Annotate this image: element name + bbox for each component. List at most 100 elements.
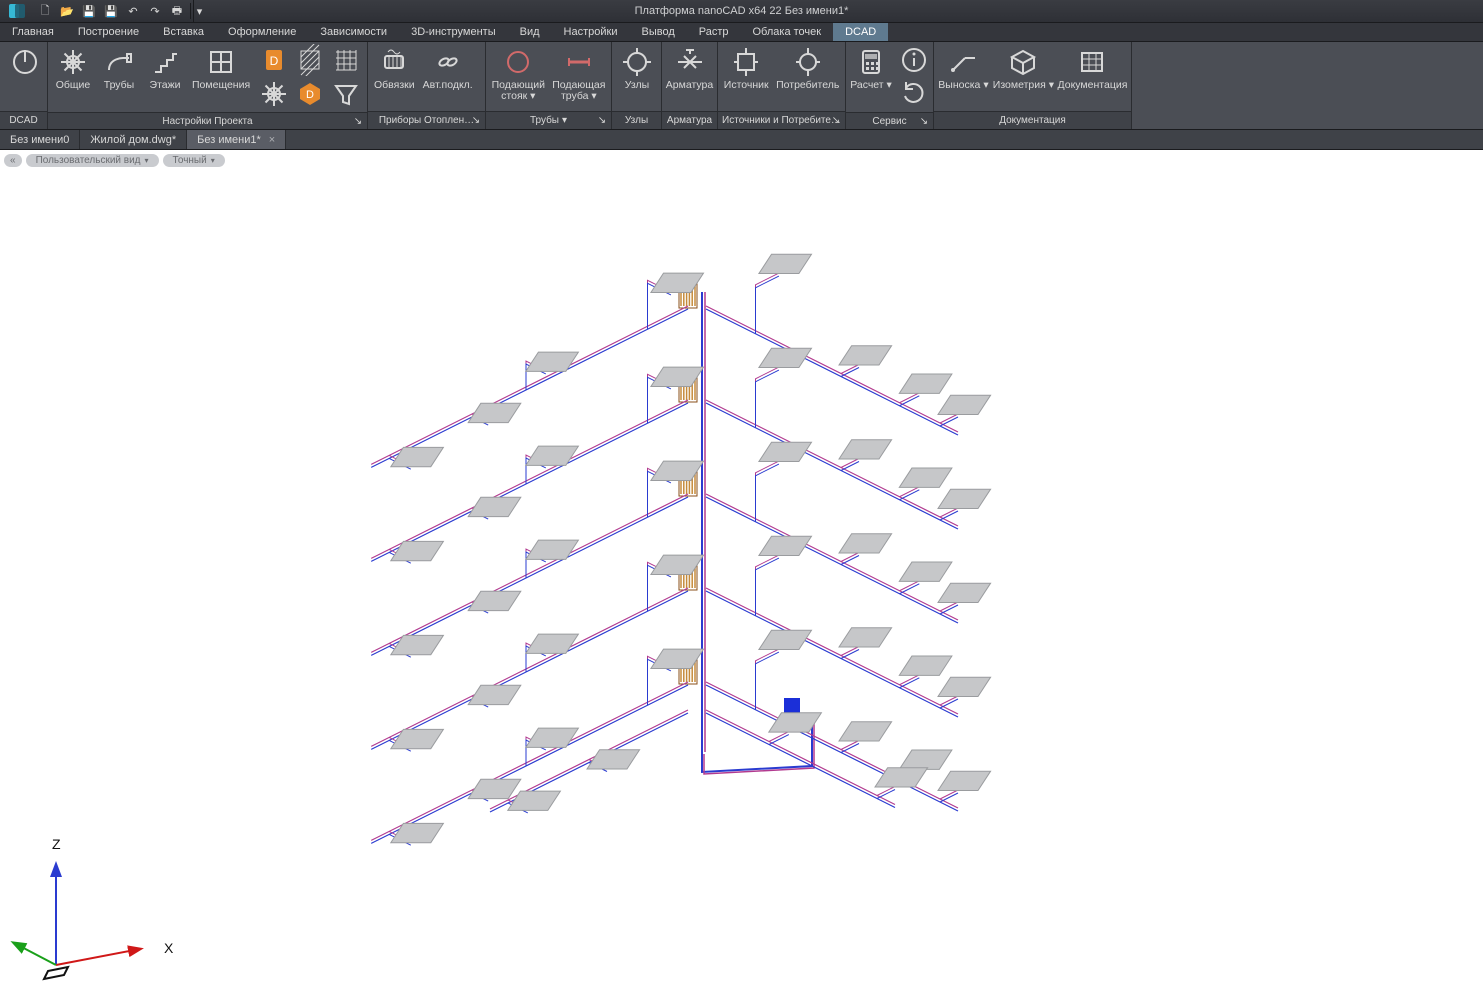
dialog-launcher-pipes[interactable]: ↘ — [595, 113, 609, 127]
view-style-label: Пользовательский вид — [36, 155, 141, 166]
view-back-pill[interactable]: « — [4, 154, 22, 167]
app-icon[interactable] — [0, 0, 34, 22]
group-title-heating-devices: Приборы Отоплен…↘ — [368, 111, 485, 129]
save-icon[interactable]: 💾 — [78, 0, 100, 22]
isometry-button[interactable]: Изометрия ▾ — [991, 44, 1056, 111]
svg-text:D: D — [306, 89, 314, 101]
leader-button[interactable]: Выноска ▾ — [936, 44, 991, 111]
viewport-controls: « Пользовательский вид▾ Точный▾ — [0, 150, 1483, 170]
document-tab-bar: Без имени0 Жилой дом.dwg* Без имени1* × — [0, 130, 1483, 150]
ribbon-tab-5[interactable]: 3D-инструменты — [399, 23, 508, 41]
filter-button[interactable] — [328, 78, 364, 110]
ribbon-tab-11[interactable]: DCAD — [833, 23, 888, 41]
redo-icon[interactable]: ↷ — [144, 0, 166, 22]
undo-icon[interactable]: ↶ — [122, 0, 144, 22]
valve-icon — [674, 46, 706, 78]
dialog-launcher-sources[interactable]: ↘ — [829, 113, 843, 127]
supply-riser-button-label: Подающий стояк ▾ — [492, 80, 545, 102]
group-title-project-settings: Настройки Проекта↘ — [48, 112, 367, 129]
gear2-button[interactable] — [256, 78, 292, 110]
grid-button[interactable] — [328, 44, 364, 76]
ribbon-tab-7[interactable]: Настройки — [552, 23, 630, 41]
doc-d-button[interactable]: D — [256, 44, 292, 76]
circle-icon — [502, 46, 534, 78]
view-style-pill[interactable]: Пользовательский вид▾ — [26, 154, 159, 167]
isometry-button-label: Изометрия ▾ — [993, 80, 1054, 91]
supply-riser-button[interactable]: Подающий стояк ▾ — [488, 44, 549, 111]
nodes-button[interactable]: Узлы — [614, 44, 660, 111]
rooms-button[interactable]: Помещения — [188, 44, 254, 112]
bindings-button[interactable]: Обвязки — [370, 44, 419, 111]
hatch-button[interactable] — [292, 44, 328, 76]
view-precision-pill[interactable]: Точный▾ — [163, 154, 225, 167]
doc-tab-0[interactable]: Без имени0 — [0, 130, 80, 149]
ribbon-tab-0[interactable]: Главная — [0, 23, 66, 41]
ribbon-group-nodes: УзлыУзлы — [612, 42, 662, 129]
consumer-icon — [792, 46, 824, 78]
pipe-icon — [103, 46, 135, 78]
floors-button-label: Этажи — [150, 80, 181, 91]
table-icon — [1076, 46, 1108, 78]
ribbon-tab-1[interactable]: Построение — [66, 23, 151, 41]
rooms-icon — [205, 46, 237, 78]
new-icon[interactable]: 🗋 — [34, 0, 56, 22]
nodes-icon — [621, 46, 653, 78]
title-bar: 🗋📂💾💾↶↷🖶▾ Платформа nanoCAD x64 22 Без им… — [0, 0, 1483, 22]
doc-tab-label: Без имени1* — [197, 134, 261, 146]
dialog-launcher-heating-devices[interactable]: ↘ — [469, 113, 483, 127]
consumer-button[interactable]: Потребитель — [772, 44, 843, 111]
auto-connect-button[interactable]: Авт.подкл. — [419, 44, 477, 111]
bindings-button-label: Обвязки — [374, 80, 415, 91]
consumer-button-label: Потребитель — [776, 80, 839, 91]
ribbon-tab-row: ГлавнаяПостроениеВставкаОформлениеЗависи… — [0, 22, 1483, 42]
dialog-launcher-project-settings[interactable]: ↘ — [351, 114, 365, 128]
ribbon-tab-8[interactable]: Вывод — [629, 23, 686, 41]
source-button[interactable]: Источник — [720, 44, 772, 111]
chevron-down-icon: ▾ — [211, 156, 215, 165]
supply-pipe-button-label: Подающая труба ▾ — [552, 80, 605, 102]
power-button[interactable] — [2, 44, 48, 111]
stairs-icon — [149, 46, 181, 78]
model-viewport[interactable]: Z X — [0, 170, 1483, 993]
ribbon-tab-3[interactable]: Оформление — [216, 23, 308, 41]
ribbon-tab-10[interactable]: Облака точек — [741, 23, 834, 41]
hpipe-icon — [563, 46, 595, 78]
link-icon — [432, 46, 464, 78]
refresh-button[interactable] — [896, 78, 932, 110]
floors-button[interactable]: Этажи — [142, 44, 188, 112]
svg-text:X: X — [164, 940, 174, 956]
group-title-sources: Источники и Потребите…↘ — [718, 111, 845, 129]
quick-access-toolbar: 🗋📂💾💾↶↷🖶▾ — [34, 0, 205, 22]
doc-tab-label: Жилой дом.dwg* — [90, 134, 176, 146]
print-icon[interactable]: 🖶 — [166, 0, 188, 22]
close-icon[interactable]: × — [269, 134, 275, 146]
hex-d-button[interactable]: D — [292, 78, 328, 110]
ribbon-tab-9[interactable]: Растр — [687, 23, 741, 41]
ribbon-tab-4[interactable]: Зависимости — [308, 23, 399, 41]
doc-tab-label: Без имени0 — [10, 134, 69, 146]
calc-button[interactable]: Расчет ▾ — [848, 44, 894, 112]
ribbon-tab-2[interactable]: Вставка — [151, 23, 216, 41]
pipes-button[interactable]: Трубы — [96, 44, 142, 112]
source-icon — [730, 46, 762, 78]
calc-button-label: Расчет ▾ — [850, 80, 892, 91]
radiator-icon — [378, 46, 410, 78]
supply-pipe-button[interactable]: Подающая труба ▾ — [549, 44, 609, 111]
open-icon[interactable]: 📂 — [56, 0, 78, 22]
info-button[interactable] — [896, 44, 932, 76]
window-title: Платформа nanoCAD x64 22 Без имени1* — [0, 5, 1483, 17]
group-title-documentation: Документация — [934, 111, 1131, 129]
nodes-button-label: Узлы — [625, 80, 649, 91]
saveall-icon[interactable]: 💾 — [100, 0, 122, 22]
fittings-button[interactable]: Арматура — [664, 44, 715, 111]
ribbon-group-pipes: Подающий стояк ▾Подающая труба ▾Трубы ▾↘ — [486, 42, 612, 129]
qat-customize-button[interactable]: ▾ — [193, 0, 205, 22]
general-button[interactable]: Общие — [50, 44, 96, 112]
svg-text:D: D — [270, 54, 279, 68]
doc-tab-2[interactable]: Без имени1* × — [187, 130, 286, 149]
dialog-launcher-service[interactable]: ↘ — [917, 114, 931, 128]
doc-tab-1[interactable]: Жилой дом.dwg* — [80, 130, 187, 149]
docs-button[interactable]: Документация — [1056, 44, 1129, 111]
ribbon-group-fittings: АрматураАрматура — [662, 42, 718, 129]
ribbon-tab-6[interactable]: Вид — [508, 23, 552, 41]
